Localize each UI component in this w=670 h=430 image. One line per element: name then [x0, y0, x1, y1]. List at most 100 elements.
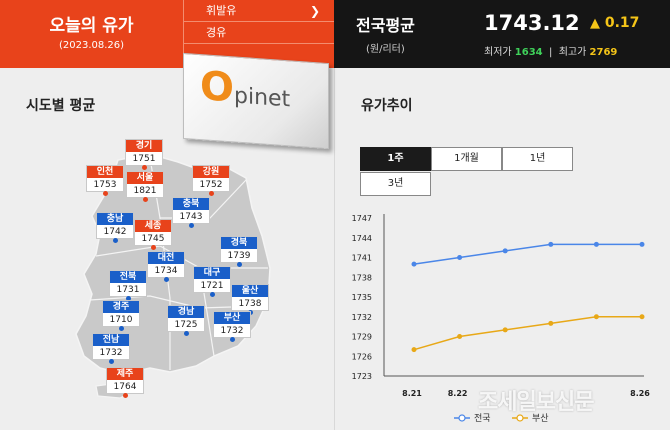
- triangle-up-icon: ▲: [590, 16, 600, 31]
- region-badge-chungbuk[interactable]: 충북 1743: [172, 197, 210, 228]
- region-name: 울산: [232, 285, 268, 297]
- region-badge-ulsan[interactable]: 울산 1738: [231, 284, 269, 315]
- region-badge-incheon[interactable]: 인천 1753: [86, 165, 124, 196]
- opinet-logo: O pinet: [183, 52, 329, 150]
- y-tick-label: 1735: [352, 293, 372, 302]
- region-name: 전북: [110, 271, 146, 283]
- y-axis: 1723 1726 1729 1732 1735 1738 1741 1744 1747: [352, 214, 385, 381]
- low-value: 1634: [514, 47, 543, 58]
- data-point: [502, 327, 508, 333]
- high-value: 2769: [589, 47, 618, 58]
- data-point: [411, 347, 417, 353]
- data-point: [411, 261, 417, 267]
- fuel-item-label: 경유: [206, 26, 227, 39]
- region-badge-sejong[interactable]: 세종 1745: [134, 219, 172, 250]
- series-lines: [411, 241, 645, 353]
- region-price: 1721: [200, 281, 224, 291]
- national-title: 전국평균: [356, 16, 415, 35]
- data-point: [548, 241, 554, 247]
- region-name: 충북: [173, 198, 209, 210]
- fuel-item-gasoline[interactable]: 휘발유 ❯: [184, 0, 334, 22]
- series-line-1: [413, 316, 642, 351]
- legend-marker: [458, 414, 466, 422]
- top-bar: 오늘의 유가 (2023.08.26) 휘발유 ❯ 경유 전국평균 (원/리터)…: [0, 0, 670, 68]
- national-average-box: 전국평균 (원/리터) 1743.12 ▲ 0.17 최저가 1634 | 최고…: [334, 0, 670, 68]
- legend-marker: [516, 414, 524, 422]
- region-price: 1743: [179, 212, 203, 222]
- region-price: 1731: [116, 285, 140, 295]
- region-price: 1739: [227, 251, 251, 261]
- x-axis: 8.21 8.22 8.26: [384, 375, 650, 398]
- data-point: [457, 334, 463, 339]
- region-name: 세종: [135, 220, 171, 232]
- region-badge-jeju[interactable]: 제주 1764: [106, 367, 144, 398]
- y-tick-label: 1744: [352, 234, 372, 243]
- region-badge-gyeongnam[interactable]: 경남 1725: [167, 305, 205, 336]
- region-price: 1752: [199, 180, 223, 190]
- region-name: 대전: [148, 252, 184, 264]
- data-point: [457, 255, 463, 260]
- region-badge-gangwon[interactable]: 강원 1752: [192, 165, 230, 196]
- data-point: [639, 314, 645, 320]
- region-name: 충남: [97, 213, 133, 225]
- y-tick-label: 1729: [352, 333, 372, 342]
- tab-1year[interactable]: 1년: [502, 147, 573, 171]
- low-label: 최저가: [484, 47, 512, 58]
- region-price: 1732: [99, 348, 123, 358]
- region-price: 1710: [109, 315, 133, 325]
- region-badge-gyeongbuk[interactable]: 경북 1739: [220, 236, 258, 267]
- data-point: [548, 320, 554, 326]
- fuel-item-diesel[interactable]: 경유: [184, 22, 334, 44]
- y-tick-label: 1747: [352, 214, 372, 223]
- regional-title: 시도별 평균: [26, 98, 96, 114]
- region-badge-busan[interactable]: 부산 1732: [213, 311, 251, 342]
- region-name: 인천: [87, 166, 123, 178]
- tab-1week[interactable]: 1주: [360, 147, 431, 171]
- fuel-item-label: 휘발유: [206, 4, 237, 17]
- region-name: 부산: [214, 312, 250, 324]
- today-price-box: 오늘의 유가 (2023.08.26): [0, 0, 183, 68]
- region-price: 1734: [154, 266, 178, 276]
- tab-1month[interactable]: 1개월: [431, 147, 502, 171]
- legend-label: 부산: [532, 413, 549, 424]
- region-badge-jeonbuk[interactable]: 전북 1731: [109, 270, 147, 301]
- region-badge-daejeon[interactable]: 대전 1734: [147, 251, 185, 282]
- logo-text: pinet: [234, 83, 291, 113]
- region-price: 1745: [141, 234, 165, 244]
- data-point: [639, 241, 645, 247]
- region-badge-chungnam[interactable]: 충남 1742: [96, 212, 134, 243]
- region-name: 경남: [168, 306, 204, 318]
- today-title: 오늘의 유가: [49, 16, 134, 36]
- region-name: 경기: [126, 140, 162, 152]
- high-label: 최고가: [558, 47, 587, 58]
- region-name: 경주: [103, 301, 139, 313]
- region-price: 1751: [132, 154, 156, 164]
- region-price: 1753: [93, 180, 117, 190]
- national-unit: (원/리터): [366, 44, 405, 55]
- region-name: 대구: [194, 267, 230, 279]
- national-change: ▲ 0.17: [590, 15, 639, 31]
- data-point: [593, 241, 599, 247]
- x-tick-label: 8.26: [630, 389, 650, 398]
- region-name: 전남: [93, 334, 129, 346]
- region-badge-daegu[interactable]: 대구 1721: [193, 266, 231, 297]
- region-price: 1821: [133, 186, 157, 196]
- national-price: 1743.12: [484, 11, 580, 35]
- region-badge-gyeongju[interactable]: 경주 1710: [102, 300, 140, 331]
- trend-title: 유가추이: [361, 98, 413, 114]
- national-range: 최저가 1634 | 최고가 2769: [484, 47, 618, 58]
- data-point: [502, 248, 508, 254]
- region-price: 1738: [238, 299, 262, 309]
- region-price: 1764: [113, 382, 137, 392]
- tab-3year[interactable]: 3년: [360, 172, 431, 196]
- region-badge-seoul[interactable]: 서울 1821: [126, 171, 164, 202]
- national-change-value: 0.17: [604, 15, 640, 31]
- region-badge-gyeonggi[interactable]: 경기 1751: [125, 139, 163, 170]
- trend-panel: 유가추이: [334, 68, 670, 430]
- y-tick-label: 1738: [352, 273, 372, 282]
- region-badge-jeonnam[interactable]: 전남 1732: [92, 333, 130, 364]
- region-price: 1732: [220, 326, 244, 336]
- y-tick-label: 1723: [352, 372, 372, 381]
- chart-legend: 전국 부산: [454, 413, 549, 424]
- region-name: 서울: [127, 172, 163, 184]
